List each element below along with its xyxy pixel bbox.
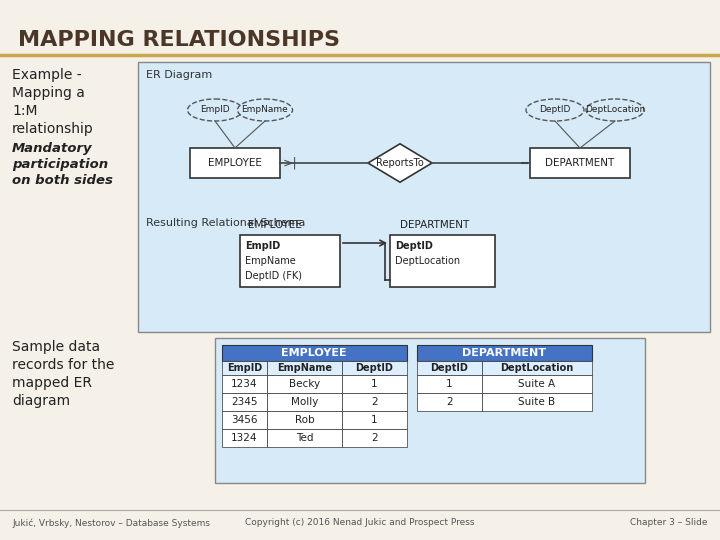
Ellipse shape (238, 99, 292, 121)
Text: 2: 2 (372, 433, 378, 443)
Text: 2345: 2345 (231, 397, 258, 407)
Text: DeptLocation: DeptLocation (395, 256, 460, 266)
Text: DEPARTMENT: DEPARTMENT (462, 348, 546, 358)
Text: >|: >| (283, 157, 298, 170)
FancyBboxPatch shape (222, 411, 267, 429)
Text: ReportsTo: ReportsTo (376, 158, 424, 168)
Polygon shape (368, 144, 432, 182)
Text: EmpID: EmpID (200, 105, 230, 114)
Text: EmpID: EmpID (227, 363, 262, 373)
FancyBboxPatch shape (482, 393, 592, 411)
Ellipse shape (526, 99, 584, 121)
Text: Sample data: Sample data (12, 340, 100, 354)
Text: DeptID: DeptID (431, 363, 469, 373)
FancyBboxPatch shape (482, 361, 592, 375)
Text: Ted: Ted (296, 433, 313, 443)
FancyBboxPatch shape (222, 375, 267, 393)
FancyBboxPatch shape (342, 393, 407, 411)
Ellipse shape (586, 99, 644, 121)
FancyBboxPatch shape (482, 375, 592, 393)
FancyBboxPatch shape (267, 393, 342, 411)
FancyBboxPatch shape (342, 375, 407, 393)
Text: Chapter 3 – Slide: Chapter 3 – Slide (631, 518, 708, 527)
FancyBboxPatch shape (267, 429, 342, 447)
Text: 2: 2 (372, 397, 378, 407)
Text: Becky: Becky (289, 379, 320, 389)
Text: Jukić, Vrbsky, Nestorov – Database Systems: Jukić, Vrbsky, Nestorov – Database Syste… (12, 518, 210, 528)
Text: 2: 2 (446, 397, 453, 407)
Text: 1: 1 (446, 379, 453, 389)
Text: DeptID: DeptID (356, 363, 393, 373)
FancyBboxPatch shape (417, 345, 592, 361)
FancyBboxPatch shape (222, 393, 267, 411)
FancyBboxPatch shape (267, 375, 342, 393)
Text: on both sides: on both sides (12, 174, 113, 187)
FancyBboxPatch shape (215, 338, 645, 483)
Text: Rob: Rob (294, 415, 315, 425)
Ellipse shape (187, 99, 243, 121)
Text: Mandatory: Mandatory (12, 142, 93, 155)
Text: EmpID: EmpID (245, 241, 280, 251)
Text: relationship: relationship (12, 122, 94, 136)
FancyBboxPatch shape (530, 148, 630, 178)
Text: EMPLOYEE: EMPLOYEE (208, 158, 262, 168)
Text: Suite B: Suite B (518, 397, 556, 407)
Text: EmpName: EmpName (242, 105, 289, 114)
FancyBboxPatch shape (267, 361, 342, 375)
Text: mapped ER: mapped ER (12, 376, 92, 390)
Text: 1234: 1234 (231, 379, 258, 389)
FancyBboxPatch shape (240, 235, 340, 287)
Text: Copyright (c) 2016 Nenad Jukic and Prospect Press: Copyright (c) 2016 Nenad Jukic and Prosp… (246, 518, 474, 527)
Text: 3456: 3456 (231, 415, 258, 425)
FancyBboxPatch shape (190, 148, 280, 178)
Text: DEPARTMENT: DEPARTMENT (400, 220, 469, 230)
Text: records for the: records for the (12, 358, 114, 372)
Text: EMPLOYEE: EMPLOYEE (248, 220, 302, 230)
FancyBboxPatch shape (417, 361, 482, 375)
FancyBboxPatch shape (417, 393, 482, 411)
FancyBboxPatch shape (342, 361, 407, 375)
Text: 1: 1 (372, 379, 378, 389)
FancyBboxPatch shape (222, 429, 267, 447)
FancyBboxPatch shape (222, 361, 267, 375)
Text: Suite A: Suite A (518, 379, 556, 389)
Text: EmpName: EmpName (277, 363, 332, 373)
Text: Example -: Example - (12, 68, 81, 82)
Text: DeptID: DeptID (539, 105, 571, 114)
Text: Molly: Molly (291, 397, 318, 407)
Text: participation: participation (12, 158, 108, 171)
FancyBboxPatch shape (390, 235, 495, 287)
Text: EmpName: EmpName (245, 256, 296, 266)
FancyBboxPatch shape (417, 375, 482, 393)
Text: MAPPING RELATIONSHIPS: MAPPING RELATIONSHIPS (18, 30, 340, 50)
Text: Resulting Relational Schema: Resulting Relational Schema (146, 218, 305, 228)
FancyBboxPatch shape (342, 429, 407, 447)
Text: EMPLOYEE: EMPLOYEE (282, 348, 347, 358)
FancyBboxPatch shape (342, 411, 407, 429)
Text: DeptLocation: DeptLocation (500, 363, 574, 373)
Text: 1324: 1324 (231, 433, 258, 443)
Text: DeptID: DeptID (395, 241, 433, 251)
Text: 1: 1 (372, 415, 378, 425)
FancyBboxPatch shape (222, 345, 407, 361)
Text: ER Diagram: ER Diagram (146, 70, 212, 80)
Text: 1:M: 1:M (12, 104, 37, 118)
Text: Mapping a: Mapping a (12, 86, 85, 100)
Text: diagram: diagram (12, 394, 70, 408)
Text: DeptLocation: DeptLocation (585, 105, 645, 114)
FancyBboxPatch shape (138, 62, 710, 332)
FancyBboxPatch shape (267, 411, 342, 429)
Text: DeptID (FK): DeptID (FK) (245, 271, 302, 281)
Text: DEPARTMENT: DEPARTMENT (545, 158, 615, 168)
